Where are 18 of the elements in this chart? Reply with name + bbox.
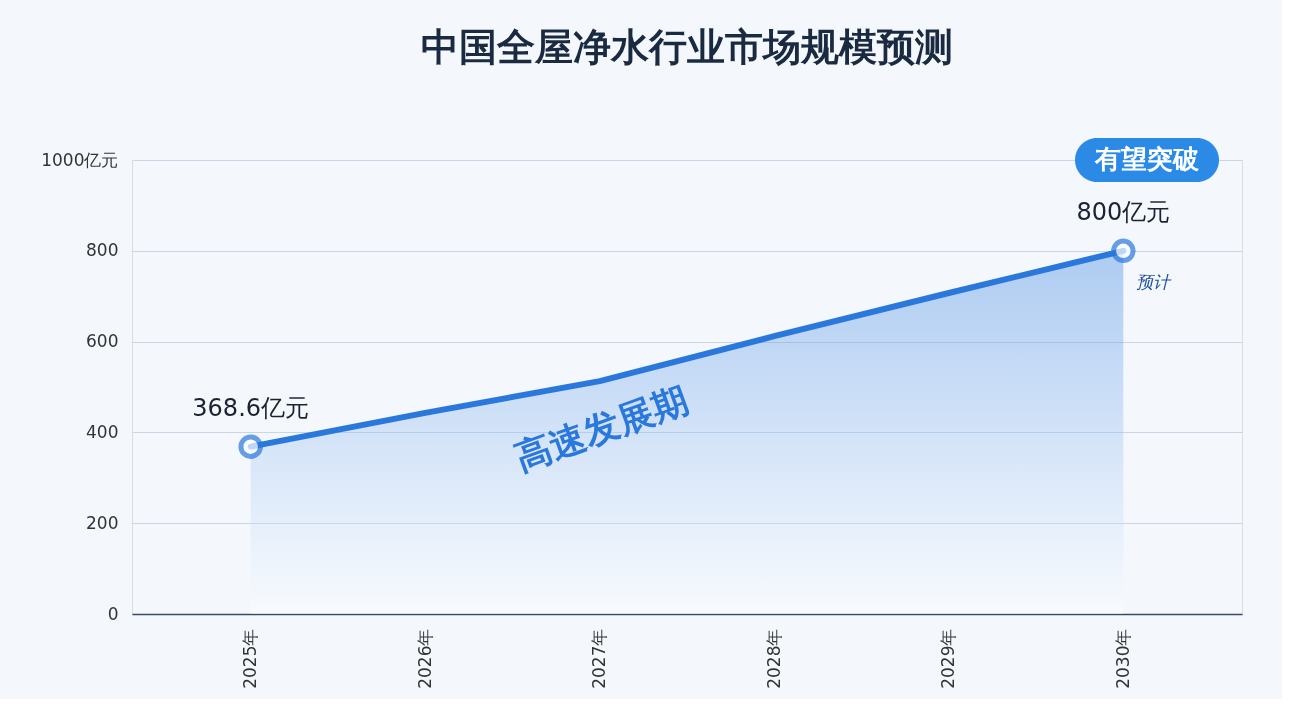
y-tick-label: 0: [107, 603, 119, 624]
data-label: 368.6亿元: [192, 393, 310, 422]
chart-title: 中国全屋净水行业市场规模预测: [421, 25, 953, 69]
data-label: 800亿元: [1076, 197, 1171, 226]
annotation: 高速发展期: [509, 378, 694, 479]
x-tick-label: 2030年: [1112, 628, 1133, 689]
x-tick-label: 2029年: [938, 628, 959, 689]
x-tick-label: 2025年: [240, 628, 261, 689]
y-tick-label: 1000亿元: [41, 149, 119, 170]
annotation: 预计: [1136, 271, 1173, 292]
annotation: 有望突破: [1094, 144, 1200, 174]
x-tick-label: 2027年: [589, 628, 610, 689]
y-tick-label: 600: [86, 331, 119, 352]
x-tick-label: 2026年: [414, 628, 435, 689]
y-tick-label: 800: [86, 240, 119, 261]
x-tick-label: 2028年: [763, 628, 784, 689]
y-tick-label: 200: [86, 512, 119, 533]
y-tick-label: 400: [86, 421, 119, 442]
